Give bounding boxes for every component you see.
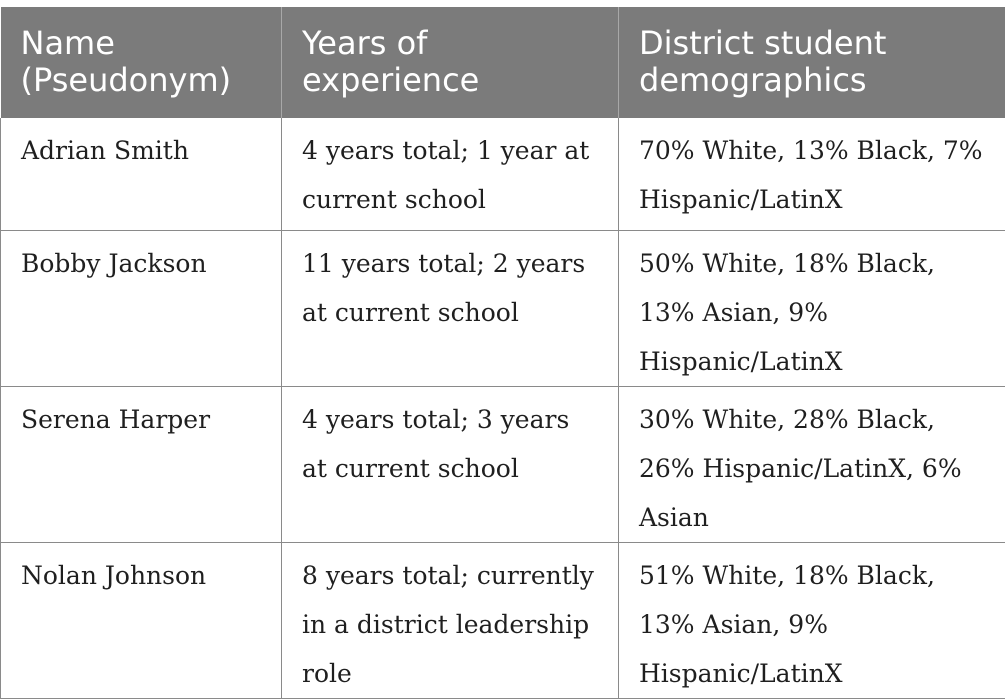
header-row: Name (Pseudonym) Years of experience Dis…	[1, 7, 1005, 118]
cell-experience: 8 years total; currently in a district l…	[282, 542, 619, 698]
cell-name: Bobby Jackson	[1, 230, 282, 386]
table-body: Adrian Smith 4 years total; 1 year at cu…	[1, 118, 1005, 698]
table-row: Serena Harper 4 years total; 3 years at …	[1, 386, 1005, 542]
cell-experience: 4 years total; 3 years at current school	[282, 386, 619, 542]
table-row: Adrian Smith 4 years total; 1 year at cu…	[1, 118, 1005, 230]
cell-name: Serena Harper	[1, 386, 282, 542]
table-header: Name (Pseudonym) Years of experience Dis…	[1, 7, 1005, 118]
table-row: Nolan Johnson 8 years total; currently i…	[1, 542, 1005, 698]
header-years-of-experience: Years of experience	[282, 7, 619, 118]
participants-table: Name (Pseudonym) Years of experience Dis…	[0, 7, 1005, 699]
header-district-demographics: District student demographics	[619, 7, 1005, 118]
cell-demographics: 50% White, 18% Black, 13% Asian, 9% Hisp…	[619, 230, 1005, 386]
cell-experience: 11 years total; 2 years at current schoo…	[282, 230, 619, 386]
cell-name: Nolan Johnson	[1, 542, 282, 698]
cell-demographics: 51% White, 18% Black, 13% Asian, 9% Hisp…	[619, 542, 1005, 698]
cell-demographics: 30% White, 28% Black, 26% Hispanic/Latin…	[619, 386, 1005, 542]
cell-experience: 4 years total; 1 year at current school	[282, 118, 619, 230]
cell-demographics: 70% White, 13% Black, 7% Hispanic/LatinX	[619, 118, 1005, 230]
table-row: Bobby Jackson 11 years total; 2 years at…	[1, 230, 1005, 386]
cell-name: Adrian Smith	[1, 118, 282, 230]
header-name: Name (Pseudonym)	[1, 7, 282, 118]
